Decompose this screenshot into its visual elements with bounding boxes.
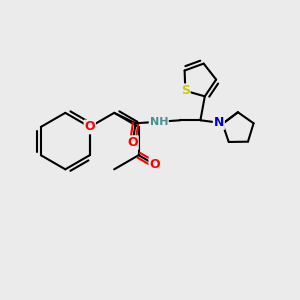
Text: NH: NH xyxy=(149,117,168,127)
Text: S: S xyxy=(181,84,190,97)
Text: N: N xyxy=(214,116,224,129)
Text: O: O xyxy=(127,136,138,149)
Text: O: O xyxy=(84,121,95,134)
Text: O: O xyxy=(149,158,160,171)
